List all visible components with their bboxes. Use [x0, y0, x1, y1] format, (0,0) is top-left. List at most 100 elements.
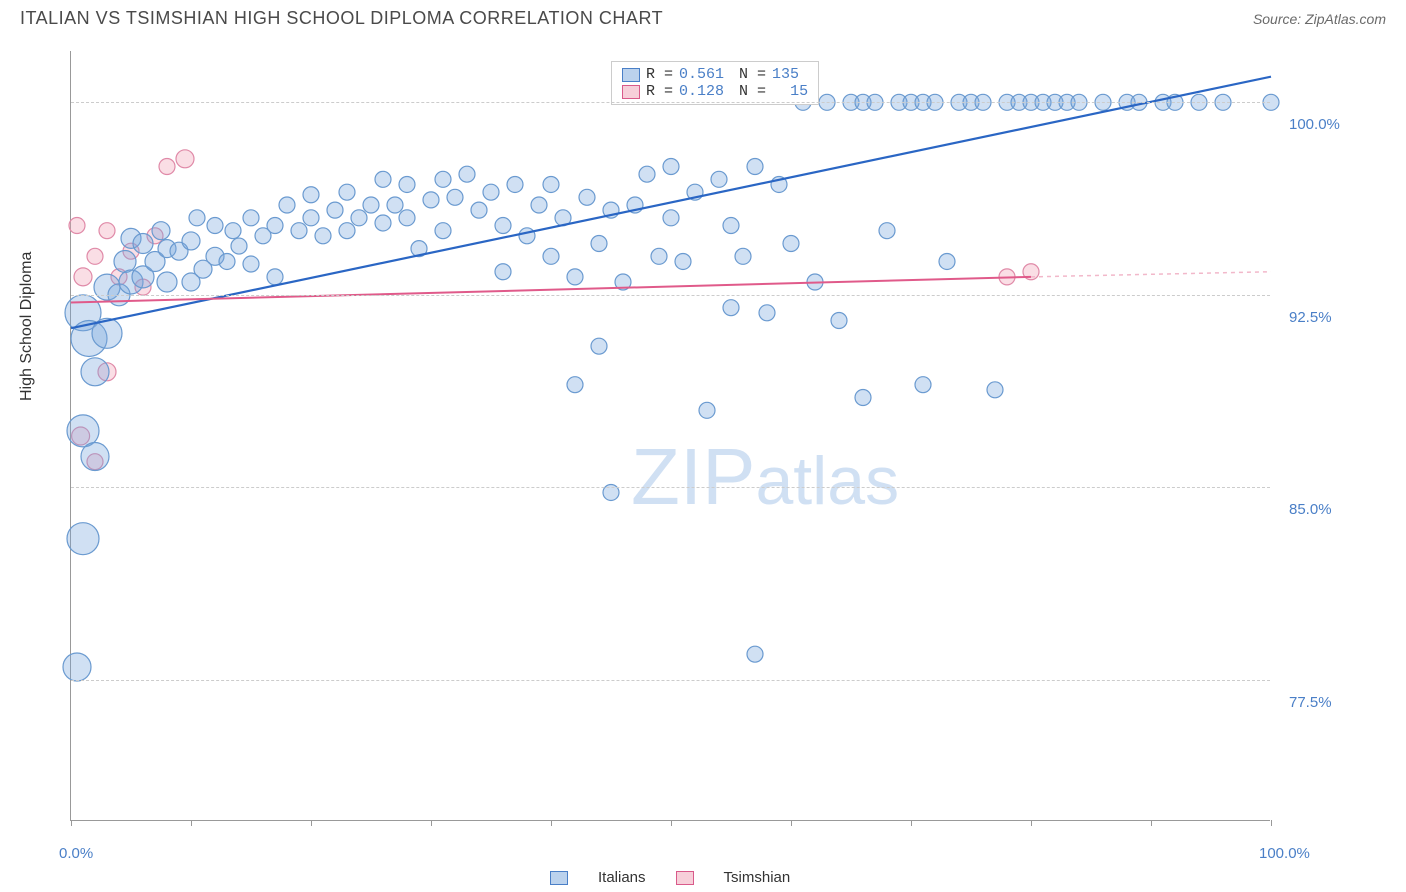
scatter-point [855, 390, 871, 406]
legend-label-italians: Italians [598, 869, 646, 886]
scatter-point [303, 187, 319, 203]
scatter-point [303, 210, 319, 226]
x-tick-mark [1271, 820, 1272, 826]
scatter-point [243, 210, 259, 226]
legend-n-blue: 135 [772, 66, 799, 83]
y-tick-label: 100.0% [1289, 116, 1340, 133]
scatter-point [399, 176, 415, 192]
gridline [71, 487, 1270, 488]
scatter-point [219, 253, 235, 269]
scatter-point [579, 189, 595, 205]
scatter-point [327, 202, 343, 218]
scatter-point [567, 377, 583, 393]
scatter-point [339, 184, 355, 200]
scatter-point [495, 218, 511, 234]
scatter-point [152, 222, 170, 240]
scatter-point [759, 305, 775, 321]
swatch-blue-icon [622, 68, 640, 82]
scatter-point [639, 166, 655, 182]
x-tick-label: 100.0% [1259, 845, 1310, 862]
scatter-point [495, 264, 511, 280]
legend-r-pink: 0.128 [679, 83, 724, 100]
scatter-point [81, 358, 109, 386]
gridline [71, 295, 1270, 296]
scatter-point [363, 197, 379, 213]
scatter-point [291, 223, 307, 239]
scatter-point [723, 218, 739, 234]
scatter-point [531, 197, 547, 213]
legend-r-label: R = [646, 66, 673, 83]
x-tick-mark [1031, 820, 1032, 826]
swatch-pink-icon [622, 85, 640, 99]
y-tick-label: 85.0% [1289, 501, 1332, 518]
scatter-point [243, 256, 259, 272]
y-tick-label: 92.5% [1289, 309, 1332, 326]
scatter-point [339, 223, 355, 239]
scatter-point [99, 223, 115, 239]
scatter-point [507, 176, 523, 192]
scatter-point [279, 197, 295, 213]
x-tick-mark [1151, 820, 1152, 826]
gridline [71, 680, 1270, 681]
gridline [71, 102, 1270, 103]
scatter-point [176, 150, 194, 168]
scatter-point [189, 210, 205, 226]
scatter-point [267, 269, 283, 285]
scatter-point [651, 248, 667, 264]
scatter-point [783, 236, 799, 252]
scatter-point [591, 338, 607, 354]
scatter-point [711, 171, 727, 187]
scatter-point [133, 234, 153, 254]
scatter-point [699, 402, 715, 418]
x-tick-mark [551, 820, 552, 826]
scatter-point [63, 653, 91, 681]
trend-line-blue [71, 77, 1271, 329]
scatter-point [723, 300, 739, 316]
y-axis-label: High School Diploma [18, 252, 36, 401]
scatter-point [459, 166, 475, 182]
scatter-point [939, 253, 955, 269]
trend-line-pink-dash [1031, 272, 1271, 277]
scatter-point [399, 210, 415, 226]
scatter-point [375, 215, 391, 231]
scatter-point [157, 272, 177, 292]
scatter-point [231, 238, 247, 254]
scatter-point [69, 218, 85, 234]
plot-area: ZIPatlas R = 0.561 N = 135 R = 0.128 N =… [70, 51, 1270, 821]
chart-container: High School Diploma ZIPatlas R = 0.561 N… [0, 41, 1406, 889]
scatter-point [351, 210, 367, 226]
scatter-point [543, 248, 559, 264]
swatch-pink-icon [676, 871, 694, 885]
scatter-point [915, 377, 931, 393]
x-tick-mark [911, 820, 912, 826]
scatter-point [483, 184, 499, 200]
scatter-point [663, 210, 679, 226]
x-tick-mark [431, 820, 432, 826]
scatter-point [831, 313, 847, 329]
scatter-point [591, 236, 607, 252]
scatter-point [435, 171, 451, 187]
legend-row-italians: R = 0.561 N = 135 [622, 66, 808, 83]
scatter-point [747, 646, 763, 662]
scatter-point [435, 223, 451, 239]
scatter-point [182, 232, 200, 250]
scatter-point [423, 192, 439, 208]
scatter-point [114, 250, 136, 272]
trend-line-pink [71, 277, 1031, 303]
x-tick-mark [71, 820, 72, 826]
scatter-point [267, 218, 283, 234]
x-tick-mark [791, 820, 792, 826]
scatter-point [87, 248, 103, 264]
swatch-blue-icon [550, 871, 568, 885]
legend-r-blue: 0.561 [679, 66, 724, 83]
x-tick-mark [311, 820, 312, 826]
scatter-point [519, 228, 535, 244]
scatter-point [879, 223, 895, 239]
scatter-point [387, 197, 403, 213]
scatter-point [663, 159, 679, 175]
scatter-point [735, 248, 751, 264]
scatter-point [81, 443, 109, 471]
y-tick-label: 77.5% [1289, 694, 1332, 711]
legend-n-pink: 15 [772, 83, 808, 100]
x-tick-mark [191, 820, 192, 826]
